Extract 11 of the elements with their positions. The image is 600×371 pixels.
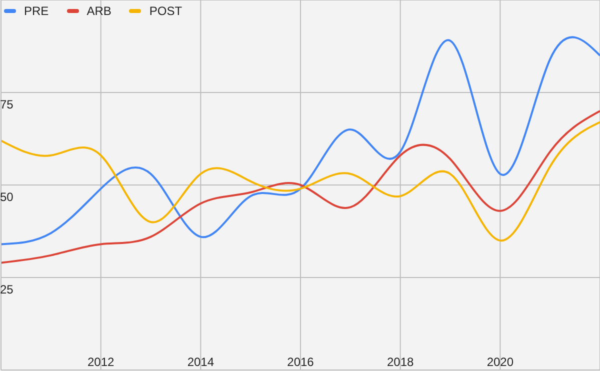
x-tick-label: 2018 xyxy=(386,355,414,369)
legend-label: PRE xyxy=(23,4,49,18)
x-tick-label: 2014 xyxy=(187,355,214,369)
y-tick-label: 25 xyxy=(0,282,14,296)
x-tick-label: 2016 xyxy=(287,355,314,369)
y-tick-label: 50 xyxy=(0,190,14,204)
legend-label: POST xyxy=(148,4,182,18)
x-tick-label: 2020 xyxy=(486,355,514,369)
x-tick-label: 2012 xyxy=(87,355,115,369)
legend-label: ARB xyxy=(86,4,112,18)
y-tick-label: 75 xyxy=(0,98,14,112)
